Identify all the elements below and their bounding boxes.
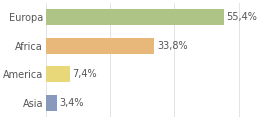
Bar: [46, 66, 70, 82]
Bar: [46, 38, 155, 54]
Text: 33,8%: 33,8%: [157, 41, 188, 51]
Bar: [46, 95, 57, 111]
Bar: [46, 9, 224, 25]
Text: 7,4%: 7,4%: [72, 69, 97, 79]
Text: 55,4%: 55,4%: [227, 12, 257, 22]
Text: 3,4%: 3,4%: [59, 98, 84, 108]
